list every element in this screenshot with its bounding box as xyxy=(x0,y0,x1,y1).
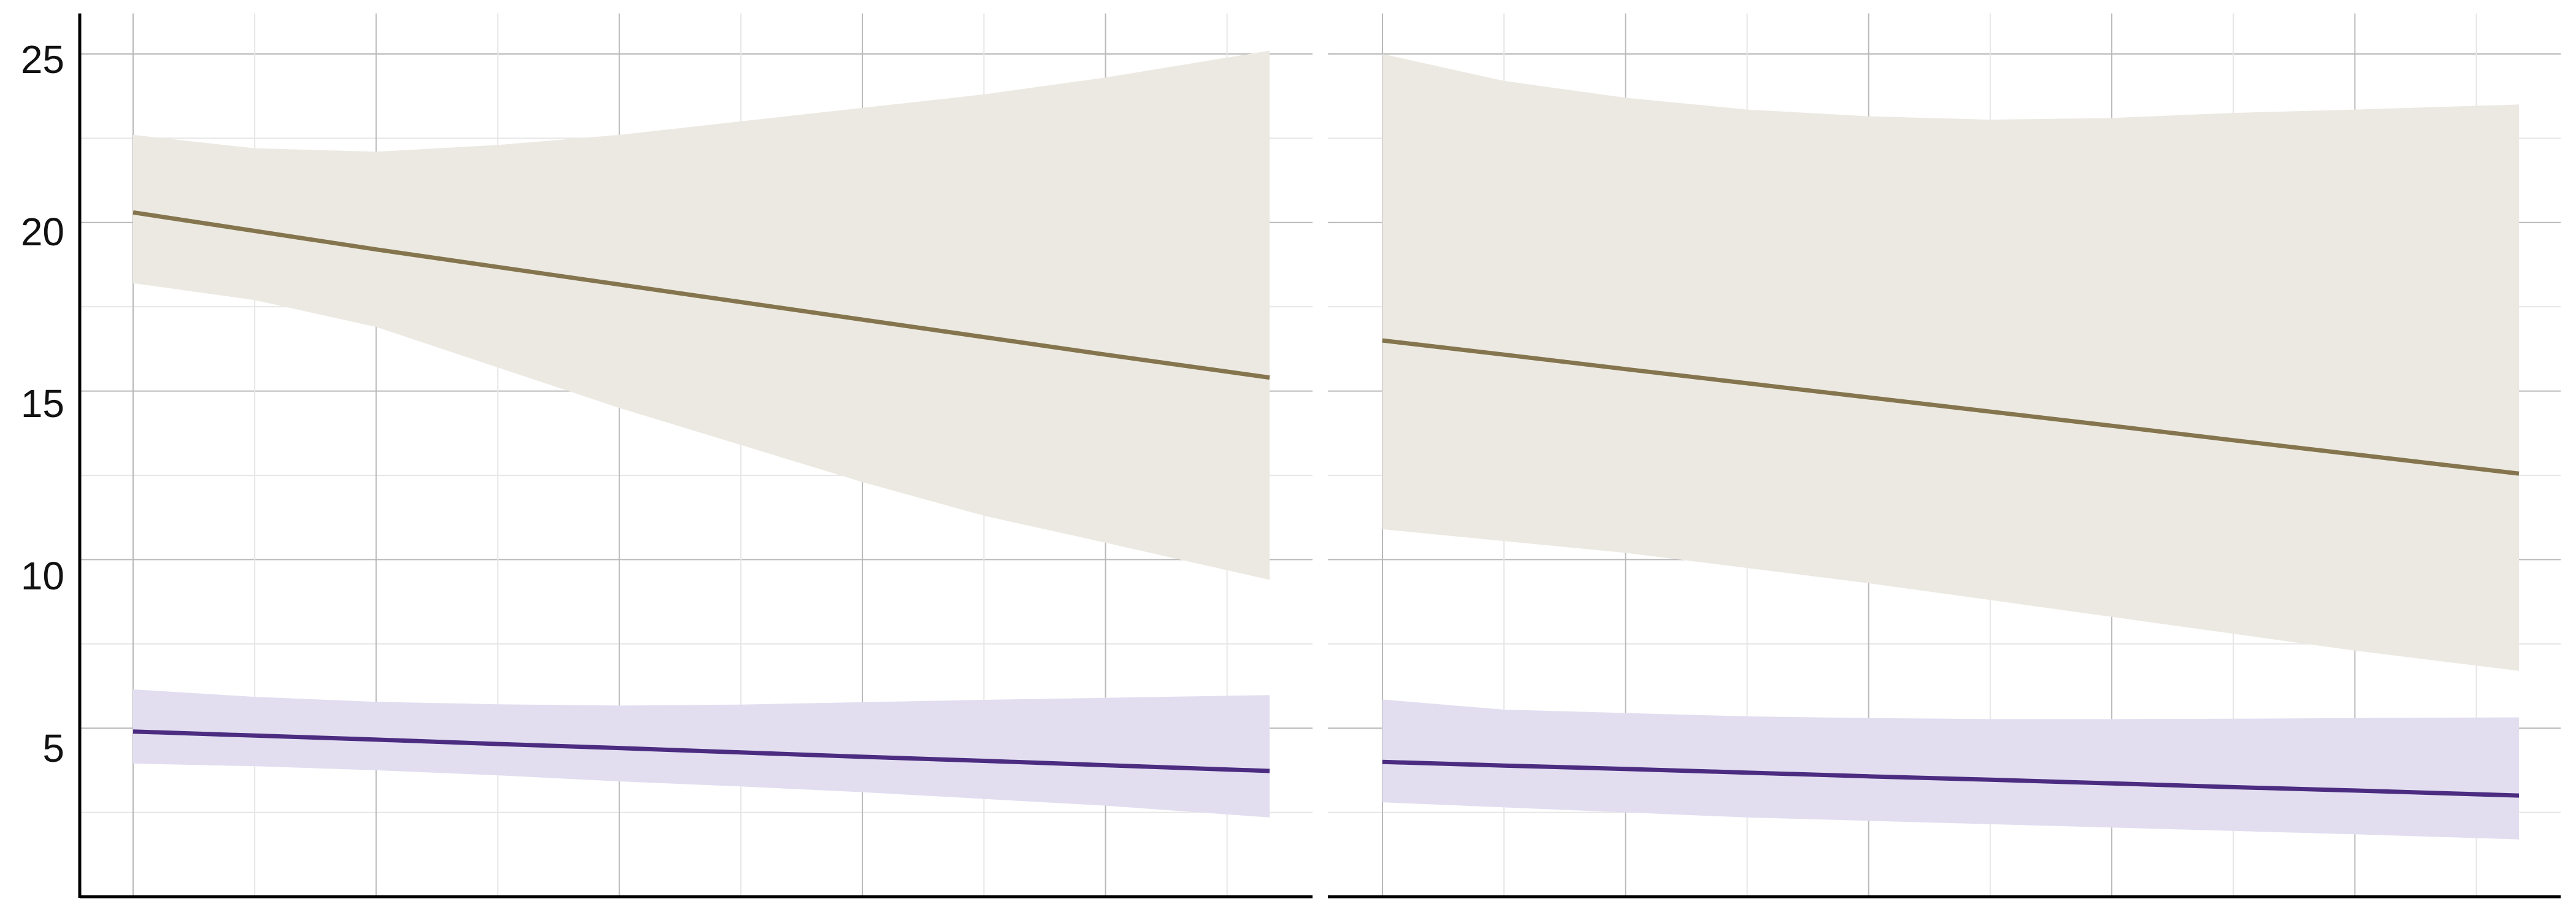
panel-2-series-line-1 xyxy=(1382,338,2520,476)
panels xyxy=(78,13,2561,899)
panel-2-confidence-band-1 xyxy=(1382,54,2519,671)
y-tick-label-20: 20 xyxy=(21,210,64,254)
panel-1-series-line-2 xyxy=(132,729,1270,773)
panel-2-confidence-band-2 xyxy=(1382,699,2519,840)
panel-2-series-line-2 xyxy=(1382,759,2520,798)
panel-1-confidence-band-2 xyxy=(133,689,1270,818)
panel-1 xyxy=(80,13,1313,899)
y-tick-label-15: 15 xyxy=(21,381,64,426)
panel-2 xyxy=(1328,13,2561,899)
y-tick-label-5: 5 xyxy=(42,726,64,770)
y-tick-labels: 5 10 15 20 25 xyxy=(21,37,64,770)
panel-1-series-line-1 xyxy=(132,210,1270,380)
y-tick-label-10: 10 xyxy=(21,554,64,598)
panel-1-confidence-band-1 xyxy=(133,50,1270,580)
y-tick-label-25: 25 xyxy=(21,37,64,82)
